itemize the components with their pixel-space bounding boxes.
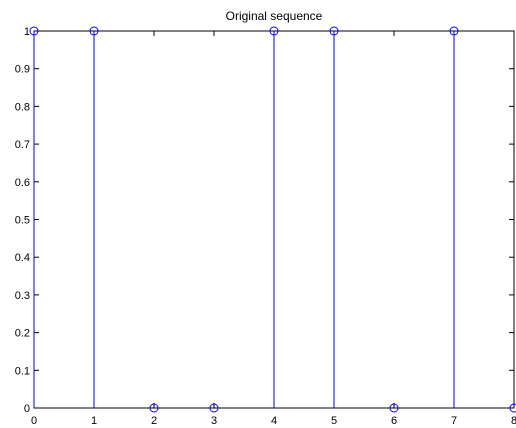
chart-title: Original sequence bbox=[226, 9, 323, 23]
y-tick-label: 0.8 bbox=[15, 101, 30, 113]
x-tick-label: 1 bbox=[91, 415, 97, 427]
y-tick-label: 0.9 bbox=[15, 64, 30, 76]
stem-marker bbox=[329, 26, 339, 36]
x-tick-label: 0 bbox=[31, 415, 37, 427]
stem-marker bbox=[29, 26, 39, 36]
stem-marker bbox=[149, 403, 159, 413]
y-tick-label: 0.1 bbox=[15, 365, 30, 377]
y-tick-label: 0.5 bbox=[15, 215, 30, 227]
tick-labels-layer: 0 1 2 3 4 5 6 7 8 0 0.1 0.2 0.3 0.4 0.5 0.6 0.7 0.8 0.9 1 bbox=[15, 26, 516, 427]
stem-marker bbox=[89, 26, 99, 36]
stem-marker bbox=[269, 26, 279, 36]
y-tick-label: 0.6 bbox=[15, 177, 30, 189]
y-tick-label: 0.4 bbox=[15, 252, 30, 264]
x-tick-label: 8 bbox=[511, 415, 516, 427]
x-tick-label: 4 bbox=[271, 415, 277, 427]
stem-marker bbox=[449, 26, 459, 36]
stem-marker bbox=[389, 403, 399, 413]
stem-marker bbox=[509, 403, 516, 413]
stems-layer bbox=[33, 31, 455, 408]
x-tick-label: 6 bbox=[391, 415, 397, 427]
x-tick-label: 3 bbox=[211, 415, 217, 427]
y-tick-label: 0 bbox=[24, 403, 30, 415]
x-tick-label: 5 bbox=[331, 415, 337, 427]
y-tick-label: 1 bbox=[24, 26, 30, 38]
x-tick-label: 2 bbox=[151, 415, 157, 427]
stem-marker bbox=[209, 403, 219, 413]
y-tick-label: 0.7 bbox=[15, 139, 30, 151]
x-tick-label: 7 bbox=[451, 415, 457, 427]
markers-layer bbox=[29, 26, 516, 413]
y-tick-label: 0.2 bbox=[15, 328, 30, 340]
y-tick-label: 0.3 bbox=[15, 290, 30, 302]
